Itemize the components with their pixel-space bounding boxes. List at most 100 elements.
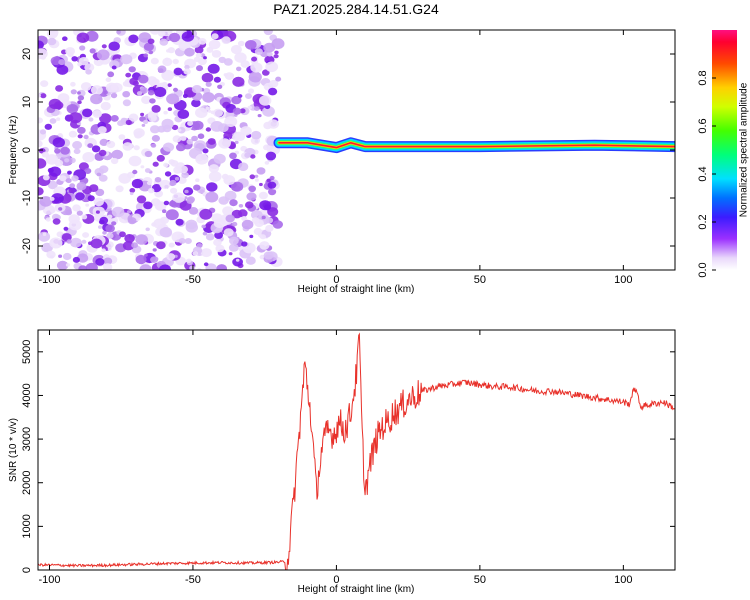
noise-blob (275, 76, 282, 82)
noise-blob (251, 130, 262, 140)
noise-blob (85, 262, 98, 270)
noise-blob (111, 221, 117, 226)
noise-blob (91, 145, 101, 153)
noise-blob (208, 39, 221, 50)
noise-blob (258, 191, 268, 200)
noise-blob (205, 106, 211, 111)
noise-blob (61, 233, 72, 242)
noise-blob (81, 214, 88, 220)
noise-blob (159, 227, 172, 238)
noise-blob (268, 87, 278, 96)
noise-blob (237, 40, 245, 47)
noise-blob (47, 180, 58, 190)
noise-blob (144, 168, 151, 173)
noise-blob (42, 174, 50, 181)
chart-title: PAZ1.2025.284.14.51.G24 (273, 1, 439, 17)
bot-x-tick-label: -50 (185, 574, 201, 586)
noise-blob (100, 101, 111, 111)
noise-blob (103, 257, 113, 265)
noise-blob (138, 74, 149, 84)
noise-blob (245, 93, 252, 99)
noise-blob (161, 69, 175, 81)
noise-blob (166, 253, 176, 261)
bot-y-tick-label: 5000 (21, 340, 33, 364)
noise-blob (111, 206, 125, 218)
noise-blob (49, 208, 56, 213)
noise-blob (199, 208, 213, 220)
noise-blob (176, 143, 186, 152)
noise-blob (253, 106, 260, 111)
noise-blob (38, 140, 43, 148)
noise-blob (167, 107, 173, 111)
noise-blob (230, 44, 242, 55)
top-x-tick-label: -100 (38, 274, 60, 286)
noise-blob (122, 91, 131, 98)
noise-blob (47, 37, 57, 46)
noise-blob (184, 64, 190, 70)
noise-blob (150, 143, 157, 148)
noise-blob (157, 65, 167, 73)
noise-blob (165, 209, 179, 221)
noise-blob (107, 247, 112, 251)
noise-blob (164, 171, 172, 177)
noise-blob (162, 57, 173, 67)
noise-blob (194, 46, 204, 54)
noise-blob (172, 135, 182, 143)
signal-ridge (273, 137, 675, 154)
noise-blob (90, 85, 103, 96)
noise-blob (92, 110, 103, 118)
noise-blob (193, 184, 201, 191)
noise-blob (168, 32, 181, 43)
noise-blob (71, 56, 78, 62)
noise-blob (183, 68, 191, 75)
noise-blob (133, 145, 140, 151)
noise-blob (213, 218, 226, 229)
noise-blob (122, 241, 135, 251)
noise-blob (119, 231, 126, 238)
noise-blob (232, 257, 244, 267)
noise-blob (272, 220, 283, 229)
noise-blob (156, 241, 166, 250)
colorbar-tick-label: 0.8 (697, 70, 709, 85)
noise-blob (107, 71, 115, 78)
noise-blob (241, 216, 248, 221)
top-y-tick-label: 10 (21, 96, 33, 108)
noise-blob (259, 200, 272, 211)
colorbar: 0.0 0.2 0.4 0.6 0.8 Normalized spectral ampl… (697, 30, 750, 278)
noise-blob (99, 216, 109, 224)
noise-blob (90, 238, 103, 249)
noise-blob (225, 197, 230, 201)
noise-blob (65, 178, 72, 184)
noise-blob (218, 56, 227, 64)
noise-blob (81, 239, 87, 244)
noise-blob (124, 234, 135, 243)
noise-blob (178, 238, 186, 244)
noise-blob (240, 126, 252, 136)
noise-blob (131, 178, 143, 189)
noise-blob (38, 40, 44, 50)
noise-blob (47, 167, 54, 173)
noise-blob (222, 206, 234, 216)
noise-blob (49, 237, 63, 249)
noise-blob (191, 99, 201, 108)
bot-x-tick-label: -100 (38, 574, 60, 586)
noise-blob (151, 222, 157, 227)
noise-blob (98, 174, 108, 182)
noise-blob (170, 187, 178, 194)
noise-blob (135, 254, 147, 265)
noise-blob (245, 40, 257, 50)
noise-blob (234, 140, 239, 144)
noise-blob (229, 236, 239, 245)
noise-blob (241, 241, 248, 247)
noise-blob (55, 85, 64, 92)
noise-blob (223, 175, 236, 186)
top-x-tick-label: 0 (333, 274, 339, 286)
noise-blob (65, 209, 73, 216)
noise-blob (67, 170, 72, 175)
noise-blob (163, 200, 170, 206)
noise-blob (96, 172, 102, 177)
noise-blob (76, 32, 90, 43)
noise-blob (66, 104, 79, 114)
